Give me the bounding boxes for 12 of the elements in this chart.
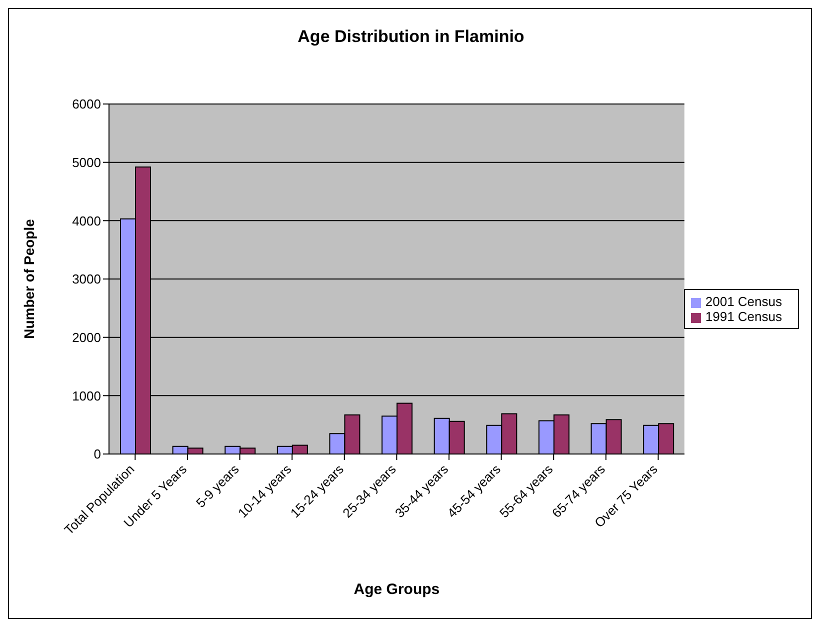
y-tick-label: 4000 bbox=[72, 213, 101, 228]
x-axis-title: Age Groups bbox=[354, 581, 440, 598]
chart-title: Age Distribution in Flaminio bbox=[296, 27, 526, 47]
y-tick-label: 2000 bbox=[72, 330, 101, 345]
legend-label: 2001 Census bbox=[705, 294, 782, 309]
y-tick-label: 0 bbox=[94, 446, 101, 462]
y-tick-label: 5000 bbox=[72, 154, 101, 170]
y-tick-label: 6000 bbox=[72, 96, 101, 112]
y-axis-title: Number of People bbox=[20, 218, 37, 339]
y-tick-label: 1000 bbox=[72, 388, 101, 404]
legend-label: 1991 Census bbox=[705, 309, 782, 324]
y-tick-label: 3000 bbox=[72, 272, 101, 287]
